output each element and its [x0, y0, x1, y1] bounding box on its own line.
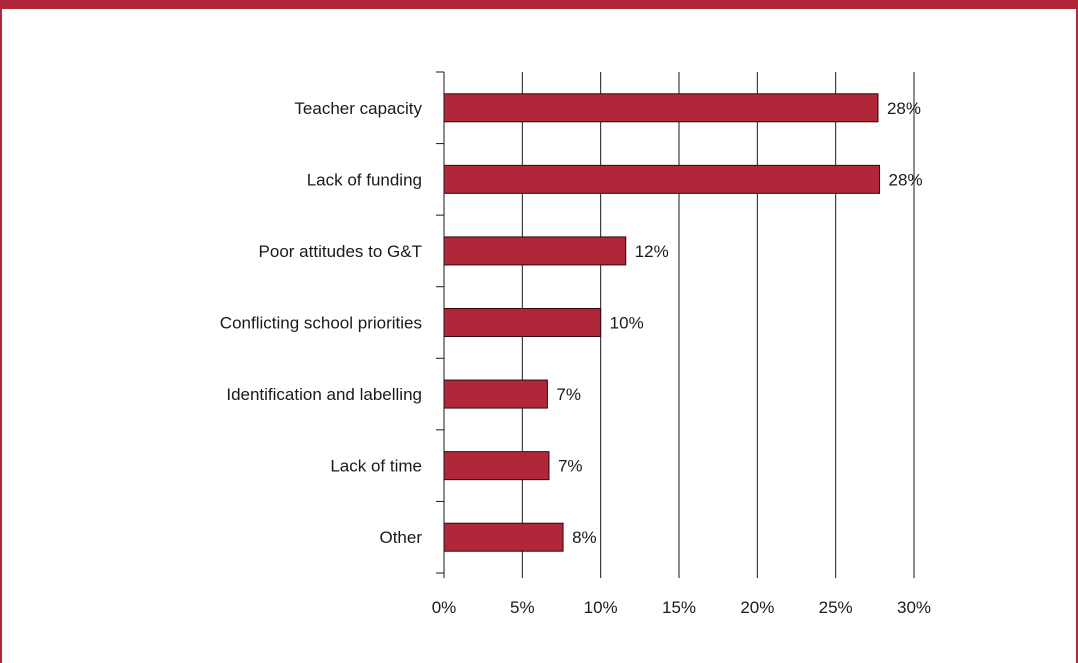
category-label: Conflicting school priorities — [220, 314, 422, 333]
data-label: 10% — [610, 314, 644, 333]
bar — [443, 236, 627, 266]
labels: 0% 5% 10% 15% 20% 25% 30% Teacher capacity 28% La… — [220, 99, 931, 617]
x-tick-label: 5% — [510, 598, 535, 617]
data-label: 12% — [635, 242, 669, 261]
data-label: 8% — [572, 528, 597, 547]
category-label: Teacher capacity — [294, 99, 422, 118]
data-label: 28% — [889, 170, 923, 189]
bar — [443, 522, 564, 552]
axes — [436, 71, 915, 578]
x-tick-label: 25% — [819, 598, 853, 617]
x-tick-label: 15% — [662, 598, 696, 617]
bars — [443, 93, 881, 552]
data-label: 7% — [558, 457, 583, 476]
data-label: 28% — [887, 99, 921, 118]
bar — [443, 93, 879, 123]
bar — [443, 451, 550, 481]
data-label: 7% — [556, 385, 581, 404]
bar — [443, 308, 602, 337]
x-tick-label: 0% — [432, 598, 457, 617]
x-tick-label: 20% — [740, 598, 774, 617]
bar — [443, 379, 548, 409]
category-label: Other — [379, 528, 422, 547]
category-label: Lack of time — [330, 457, 422, 476]
category-label: Poor attitudes to G&T — [259, 242, 422, 261]
bar — [443, 164, 881, 194]
category-label: Lack of funding — [307, 170, 422, 189]
x-tick-label: 10% — [584, 598, 618, 617]
x-tick-label: 30% — [897, 598, 931, 617]
category-label: Identification and labelling — [226, 385, 422, 404]
